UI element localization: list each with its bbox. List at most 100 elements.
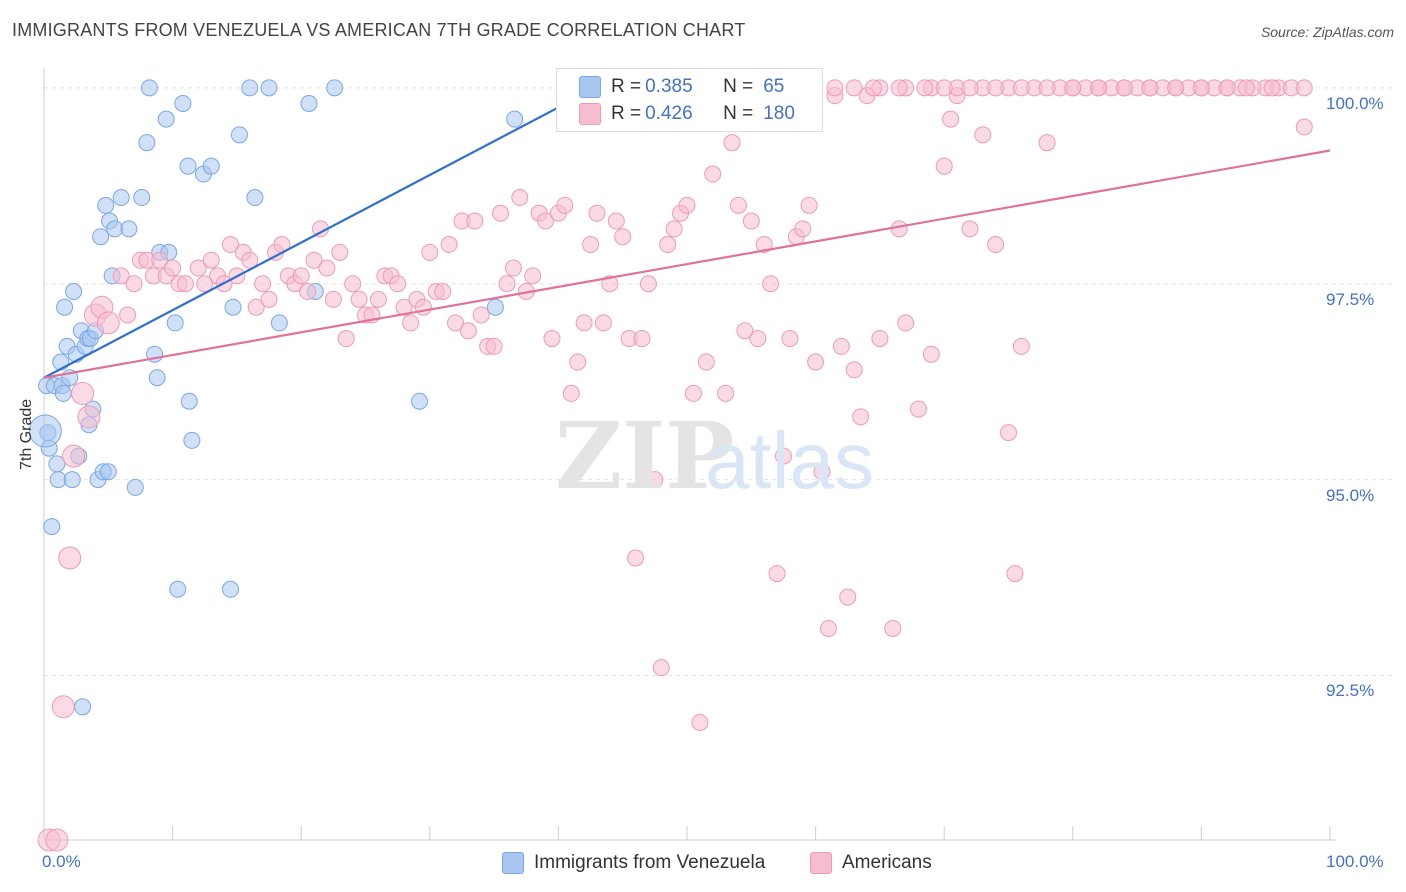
data-point — [556, 196, 574, 214]
zipatlas-watermark: ZIP atlas — [555, 402, 874, 510]
data-point — [652, 659, 670, 677]
series-americans — [37, 79, 1313, 852]
data-point — [119, 306, 137, 324]
data-point — [774, 447, 792, 465]
data-point — [588, 204, 606, 222]
data-point — [299, 283, 317, 301]
series-legend: Immigrants from Venezuela Americans — [0, 852, 1406, 876]
data-point — [1006, 565, 1024, 583]
x-tick-max: 100.0% — [1326, 852, 1384, 871]
data-point — [961, 79, 979, 97]
y-tick-label: 100.0% — [1326, 93, 1384, 113]
data-point — [562, 384, 580, 402]
data-point — [1141, 79, 1159, 97]
legend-swatch-blue — [502, 852, 524, 874]
data-point — [485, 337, 503, 355]
data-point — [659, 236, 677, 254]
data-point — [411, 392, 429, 410]
data-point — [704, 165, 722, 183]
data-point — [350, 290, 368, 308]
data-point — [723, 134, 741, 152]
legend-r-value: 0.385 — [645, 76, 693, 97]
data-point — [176, 275, 194, 293]
data-point — [270, 314, 288, 332]
data-point — [1295, 79, 1313, 97]
data-point — [762, 275, 780, 293]
data-point — [179, 157, 197, 175]
data-point — [755, 236, 773, 254]
data-point — [800, 196, 818, 214]
data-point — [326, 79, 344, 97]
data-point — [749, 330, 767, 348]
legend-r-label: R = — [611, 76, 642, 97]
data-point — [324, 290, 342, 308]
data-point — [459, 322, 477, 340]
data-point — [421, 243, 439, 261]
data-point — [1263, 79, 1281, 97]
legend-item-americans: Americans — [810, 852, 932, 874]
legend-swatch-pink — [810, 852, 832, 874]
data-point — [492, 204, 510, 222]
data-point — [1167, 79, 1185, 97]
data-point — [691, 713, 709, 731]
data-point — [434, 283, 452, 301]
data-point — [639, 275, 657, 293]
data-point — [331, 243, 349, 261]
chart-title: IMMIGRANTS FROM VENEZUELA VS AMERICAN 7T… — [12, 20, 746, 40]
legend-n-value: 65 — [763, 76, 785, 97]
data-point — [140, 79, 158, 97]
data-point — [45, 828, 69, 852]
data-point — [133, 189, 151, 207]
data-point — [440, 236, 458, 254]
data-point — [742, 212, 760, 230]
data-point — [54, 384, 72, 402]
y-tick-label: 92.5% — [1326, 681, 1375, 701]
y-axis-label: 7th Grade — [18, 398, 35, 470]
data-point — [832, 337, 850, 355]
data-point — [768, 565, 786, 583]
data-point — [807, 353, 825, 371]
data-point — [697, 353, 715, 371]
legend-n-value: 180 — [763, 103, 795, 124]
data-point — [402, 314, 420, 332]
data-point — [839, 588, 857, 606]
series-immigrants-from-venezuela — [28, 79, 524, 716]
data-point — [120, 220, 138, 238]
data-point — [890, 220, 908, 238]
data-point — [52, 353, 70, 371]
data-point — [678, 196, 696, 214]
data-point — [845, 79, 863, 97]
data-point — [935, 157, 953, 175]
data-point — [845, 361, 863, 379]
data-point — [56, 298, 74, 316]
data-point — [582, 236, 600, 254]
data-point — [543, 330, 561, 348]
data-point — [62, 444, 86, 468]
data-point — [575, 314, 593, 332]
data-point — [247, 298, 265, 316]
data-point — [221, 236, 239, 254]
data-point — [58, 546, 82, 570]
data-point — [305, 251, 323, 269]
trend-line — [43, 106, 559, 379]
data-point — [684, 384, 702, 402]
data-point — [826, 79, 844, 97]
data-point — [28, 414, 62, 448]
data-point — [466, 212, 484, 230]
data-point — [196, 275, 214, 293]
data-point — [909, 400, 927, 418]
data-point — [106, 220, 124, 238]
data-point — [942, 110, 960, 128]
data-point — [43, 518, 61, 536]
data-point — [987, 236, 1005, 254]
data-point — [498, 275, 516, 293]
data-point — [1218, 79, 1236, 97]
data-point — [318, 259, 336, 277]
data-point — [511, 189, 529, 207]
trend-lines — [43, 106, 1331, 379]
source-label: Source: ZipAtlas.com — [1260, 24, 1394, 40]
data-point — [202, 157, 220, 175]
data-point — [607, 212, 625, 230]
legend-row-venezuela: R = 0.385 N = 65 — [579, 75, 784, 99]
